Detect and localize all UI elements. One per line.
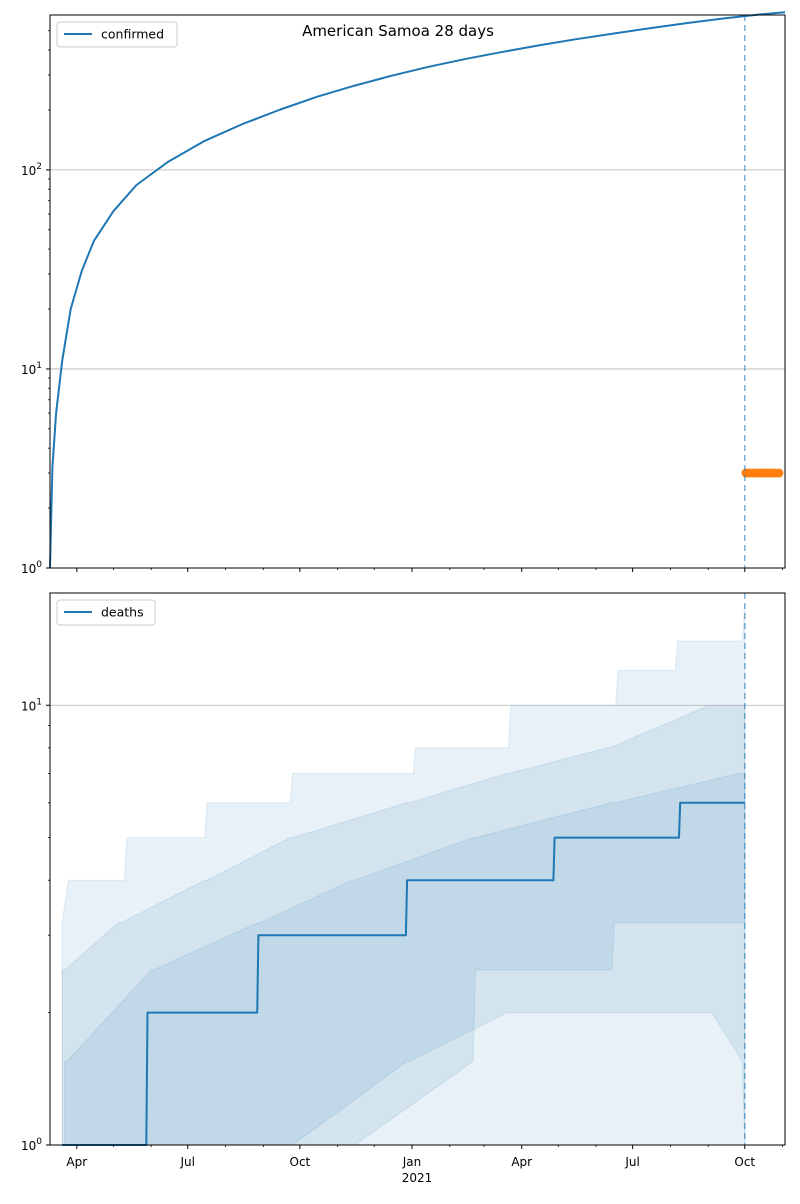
chart-title: American Samoa 28 days <box>302 22 494 40</box>
top-ytick-label-0: 100 <box>21 560 42 576</box>
top-series-group <box>49 11 786 569</box>
bottom-ytick-label-0: 100 <box>21 1137 42 1153</box>
bottom-confidence-bands <box>61 603 746 1146</box>
bottom-xtick-label-4: Apr <box>511 1155 532 1169</box>
bottom-xtick-label-2: Oct <box>290 1155 311 1169</box>
bottom-ytick-label-1: 101 <box>21 697 42 713</box>
x-axis-year-label: 2021 <box>402 1171 433 1185</box>
top-legend-label: confirmed <box>101 27 164 42</box>
bottom-panel: 100 101 Apr Jul Oct Jan Apr Jul Oct 2021 deaths <box>21 592 786 1185</box>
bottom-series-group <box>62 801 745 1146</box>
top-ytick-label-2: 102 <box>21 162 42 178</box>
bottom-legend: deaths <box>56 599 156 626</box>
top-legend: confirmed <box>56 21 178 48</box>
top-legend-box <box>56 21 178 48</box>
top-gridlines <box>50 169 785 370</box>
bottom-plot-frame <box>49 592 786 1146</box>
top-panel: 100 101 102 American Samoa 28 days confirm… <box>21 11 786 576</box>
bottom-xtick-label-1: Jul <box>179 1155 194 1169</box>
bottom-legend-label: deaths <box>101 605 144 620</box>
bottom-legend-box <box>56 599 156 626</box>
top-x-axis <box>76 568 783 572</box>
bottom-xtick-label-3: Jan <box>402 1155 422 1169</box>
deaths-line <box>62 801 745 1146</box>
top-plot-frame <box>49 14 786 569</box>
bottom-xtick-label-5: Jul <box>624 1155 639 1169</box>
confirmed-line <box>49 11 786 569</box>
top-y-axis: 100 101 102 <box>21 30 50 576</box>
bottom-x-axis: Apr Jul Oct Jan Apr Jul Oct <box>66 1145 783 1169</box>
bottom-xtick-label-0: Apr <box>66 1155 87 1169</box>
top-ytick-label-1: 101 <box>21 361 42 377</box>
bottom-y-axis: 100 101 <box>21 697 50 1153</box>
bottom-xtick-label-6: Oct <box>734 1155 755 1169</box>
observed-point-9 <box>774 468 784 478</box>
